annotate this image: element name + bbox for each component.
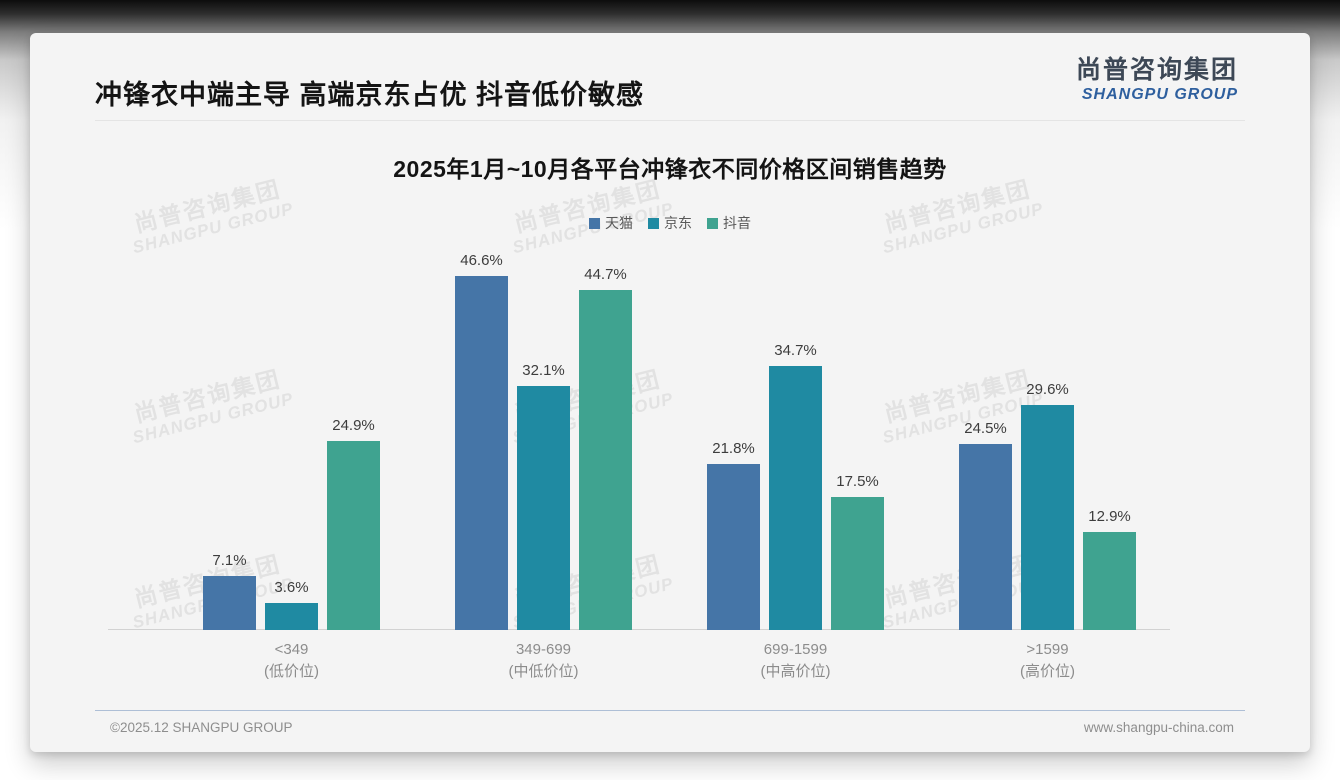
legend-item-0: 天猫 [589,213,633,233]
bar-value-label: 34.7% [774,342,817,360]
logo-chinese-text: 尚普咨询集团 [1075,56,1238,84]
legend-swatch-icon [648,217,659,229]
bar-value-label: 32.1% [522,362,565,379]
bar-value-label: 21.8% [712,440,755,458]
logo-english-text: SHANGPU GROUP [1081,85,1238,103]
bar-value-label: 46.6% [460,251,503,269]
bar-value-label: 3.6% [274,578,309,596]
category-tier: (中低价位) [508,662,579,680]
footer-website: www.shangpu-china.com [1083,720,1234,735]
header-divider [95,120,1245,121]
category-label-1: 349-699 (中低价位) [455,639,632,683]
category-tier: (低价位) [264,662,319,680]
footer: ©2025.12 SHANGPU GROUP www.shangpu-china… [110,720,1234,735]
bar-series2-cat3: 12.9% [1083,508,1136,630]
footer-divider [95,710,1245,711]
category-label-2: 699-1599 (中高价位) [707,639,884,683]
legend-swatch-icon [707,217,718,229]
bar-series1-cat1: 32.1% [517,362,570,630]
bar-value-label: 7.1% [212,552,247,569]
bar-group-0: 7.1% 3.6% 24.9% <349 (低价位) [203,417,380,680]
category-label-0: <349 (低价位) [203,639,380,683]
legend-label: 京东 [664,215,692,231]
bar-groups: 7.1% 3.6% 24.9% <349 (低价位) 46.6% 32.1% 44.7% 349… [203,252,1136,680]
bar-series0-cat1: 46.6% [455,252,508,630]
legend-swatch-icon [589,217,600,229]
company-logo: 尚普咨询集团 SHANGPU GROUP [1075,56,1238,103]
bar-series1-cat0: 3.6% [265,579,318,630]
category-range: 349-699 [515,641,572,658]
bar-value-label: 44.7% [584,266,627,284]
chart-legend: 天猫 京东 抖音 [30,213,1310,233]
x-axis-line [108,629,1170,630]
footer-copyright: ©2025.12 SHANGPU GROUP [110,720,293,735]
bar-value-label: 24.9% [332,416,375,434]
bar-series2-cat0: 24.9% [327,417,380,630]
category-range: <349 [274,641,309,658]
bar-series0-cat0: 7.1% [203,552,256,630]
legend-label: 抖音 [723,215,751,231]
bar-chart: 7.1% 3.6% 24.9% <349 (低价位) 46.6% 32.1% 44.7% 349… [30,250,1310,680]
slide-card: 冲锋衣中端主导 高端京东占优 抖音低价敏感 尚普咨询集团 SHANGPU GRO… [30,33,1310,752]
legend-label: 天猫 [605,215,633,231]
bar-series0-cat3: 24.5% [959,420,1012,630]
bar-group-1: 46.6% 32.1% 44.7% 349-699 (中低价位) [455,252,632,680]
bar-value-label: 29.6% [1026,381,1069,398]
page-title: 冲锋衣中端主导 高端京东占优 抖音低价敏感 [95,80,645,110]
bar-group-2: 21.8% 34.7% 17.5% 699-1599 (中高价位) [707,342,884,680]
bar-group-3: 24.5% 29.6% 12.9% >1599 (高价位) [959,381,1136,680]
legend-item-1: 京东 [648,213,692,233]
category-tier: (中高价位) [760,662,831,680]
category-label-3: >1599 (高价位) [959,639,1136,683]
bar-value-label: 17.5% [836,473,879,490]
category-range: >1599 [1026,641,1069,658]
bar-series1-cat3: 29.6% [1021,381,1074,630]
category-range: 699-1599 [763,641,828,658]
chart-title: 2025年1月~10月各平台冲锋衣不同价格区间销售趋势 [393,156,947,182]
category-tier: (高价位) [1020,662,1075,680]
bar-series1-cat2: 34.7% [769,342,822,630]
bar-series2-cat2: 17.5% [831,473,884,630]
bar-series0-cat2: 21.8% [707,440,760,630]
legend-item-2: 抖音 [707,213,751,233]
bar-series2-cat1: 44.7% [579,266,632,630]
bar-value-label: 24.5% [964,419,1007,437]
bar-value-label: 12.9% [1088,508,1131,525]
